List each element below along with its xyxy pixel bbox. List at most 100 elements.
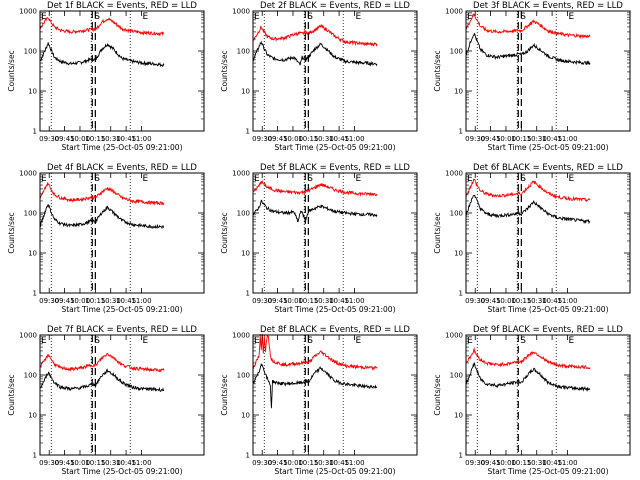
y-tick-label: 1000 [445, 170, 463, 178]
x-tick-label: 10:30 [527, 135, 547, 143]
y-tick-label: 10 [241, 250, 250, 258]
x-tick-label: 10:00 [70, 297, 90, 305]
marker-label: S [520, 336, 526, 346]
y-tick-label: 1000 [19, 170, 37, 178]
x-tick-label: 10:15 [511, 135, 531, 143]
x-tick-label: 11:00 [131, 297, 151, 305]
y-tick-label: 10 [454, 412, 463, 420]
events-series-line [39, 368, 165, 392]
x-tick-label: 09:30 [465, 297, 485, 305]
x-tick-label: 09:30 [252, 297, 272, 305]
x-tick-label: 11:00 [557, 297, 577, 305]
y-tick-label: 100 [237, 48, 250, 56]
x-tick-label: 10:00 [283, 135, 303, 143]
panel-title: Det 1f BLACK = Events, RED = LLD [47, 1, 197, 11]
y-tick-label: 1000 [19, 8, 37, 16]
x-tick-label: 10:15 [298, 135, 318, 143]
marker-label: E [568, 174, 574, 184]
x-tick-label: 10:15 [85, 135, 105, 143]
x-tick-label: 09:45 [481, 297, 501, 305]
marker-label: E [254, 174, 260, 184]
y-tick-label: 100 [24, 210, 37, 218]
marker-label: E [254, 336, 260, 346]
x-axis-label: Start Time (25-Oct-05 09:21:00) [487, 467, 608, 476]
lld-series-line [252, 333, 378, 371]
plot-frame [252, 334, 418, 456]
x-tick-label: 09:30 [252, 459, 272, 467]
y-tick-label: 1 [459, 452, 463, 460]
x-tick-label: 11:00 [344, 297, 364, 305]
marker-label: S [94, 174, 100, 184]
y-axis-label: Counts/sec [7, 374, 16, 415]
x-tick-label: 10:00 [283, 297, 303, 305]
y-axis-label: Counts/sec [433, 374, 442, 415]
x-tick-label: 09:30 [39, 135, 59, 143]
x-tick-label: 09:45 [55, 297, 75, 305]
y-axis-label: Counts/sec [433, 50, 442, 91]
lld-series-line [39, 352, 165, 373]
x-axis-label: Start Time (25-Oct-05 09:21:00) [487, 143, 608, 152]
panel-title: Det 8f BLACK = Events, RED = LLD [260, 325, 410, 335]
lld-series-line [465, 13, 591, 39]
events-series-line [252, 40, 378, 67]
x-tick-label: 09:45 [55, 459, 75, 467]
x-axis-label: Start Time (25-Oct-05 09:21:00) [487, 305, 608, 314]
y-axis-label: Counts/sec [7, 212, 16, 253]
events-series-line [39, 42, 165, 68]
y-tick-label: 1000 [232, 332, 250, 340]
x-axis-label: Start Time (25-Oct-05 09:21:00) [274, 305, 395, 314]
marker-label: E [355, 174, 361, 184]
events-series-line [39, 203, 165, 230]
x-tick-label: 10:00 [496, 459, 516, 467]
x-tick-label: 09:45 [481, 135, 501, 143]
x-tick-label: 10:30 [314, 297, 334, 305]
x-tick-label: 09:30 [465, 135, 485, 143]
panel-title: Det 4f BLACK = Events, RED = LLD [47, 163, 197, 173]
x-tick-label: 10:15 [85, 297, 105, 305]
x-tick-label: 10:15 [298, 297, 318, 305]
marker-label: S [94, 12, 100, 22]
x-tick-label: 09:30 [39, 459, 59, 467]
marker-label: S [307, 12, 313, 22]
y-tick-label: 1 [246, 290, 250, 298]
marker-label: E [568, 336, 574, 346]
y-axis-label: Counts/sec [220, 50, 229, 91]
x-tick-label: 10:30 [101, 297, 121, 305]
events-series-line [465, 362, 591, 393]
marker-label: E [355, 336, 361, 346]
plot-frame [465, 334, 631, 456]
y-tick-label: 100 [450, 48, 463, 56]
plot-frame [39, 172, 205, 294]
y-tick-label: 1000 [19, 332, 37, 340]
x-tick-label: 10:00 [70, 135, 90, 143]
panel-title: Det 2f BLACK = Events, RED = LLD [260, 1, 410, 11]
marker-label: E [355, 12, 361, 22]
events-series-line [252, 362, 378, 409]
x-tick-label: 10:15 [511, 459, 531, 467]
plot-frame [39, 334, 205, 456]
x-tick-label: 10:30 [314, 459, 334, 467]
plot-frame [252, 10, 418, 132]
plot-frame [252, 172, 418, 294]
x-tick-label: 10:45 [329, 459, 349, 467]
y-axis-label: Counts/sec [433, 212, 442, 253]
y-tick-label: 10 [28, 250, 37, 258]
lld-series-line [39, 182, 165, 206]
plot-frame [39, 10, 205, 132]
x-tick-label: 09:45 [268, 135, 288, 143]
x-tick-label: 10:15 [298, 459, 318, 467]
x-tick-label: 10:45 [329, 135, 349, 143]
x-tick-label: 11:00 [344, 459, 364, 467]
y-tick-label: 100 [237, 210, 250, 218]
y-tick-label: 1 [246, 452, 250, 460]
marker-label: S [520, 12, 526, 22]
x-tick-label: 11:00 [557, 135, 577, 143]
events-series-line [465, 194, 591, 225]
